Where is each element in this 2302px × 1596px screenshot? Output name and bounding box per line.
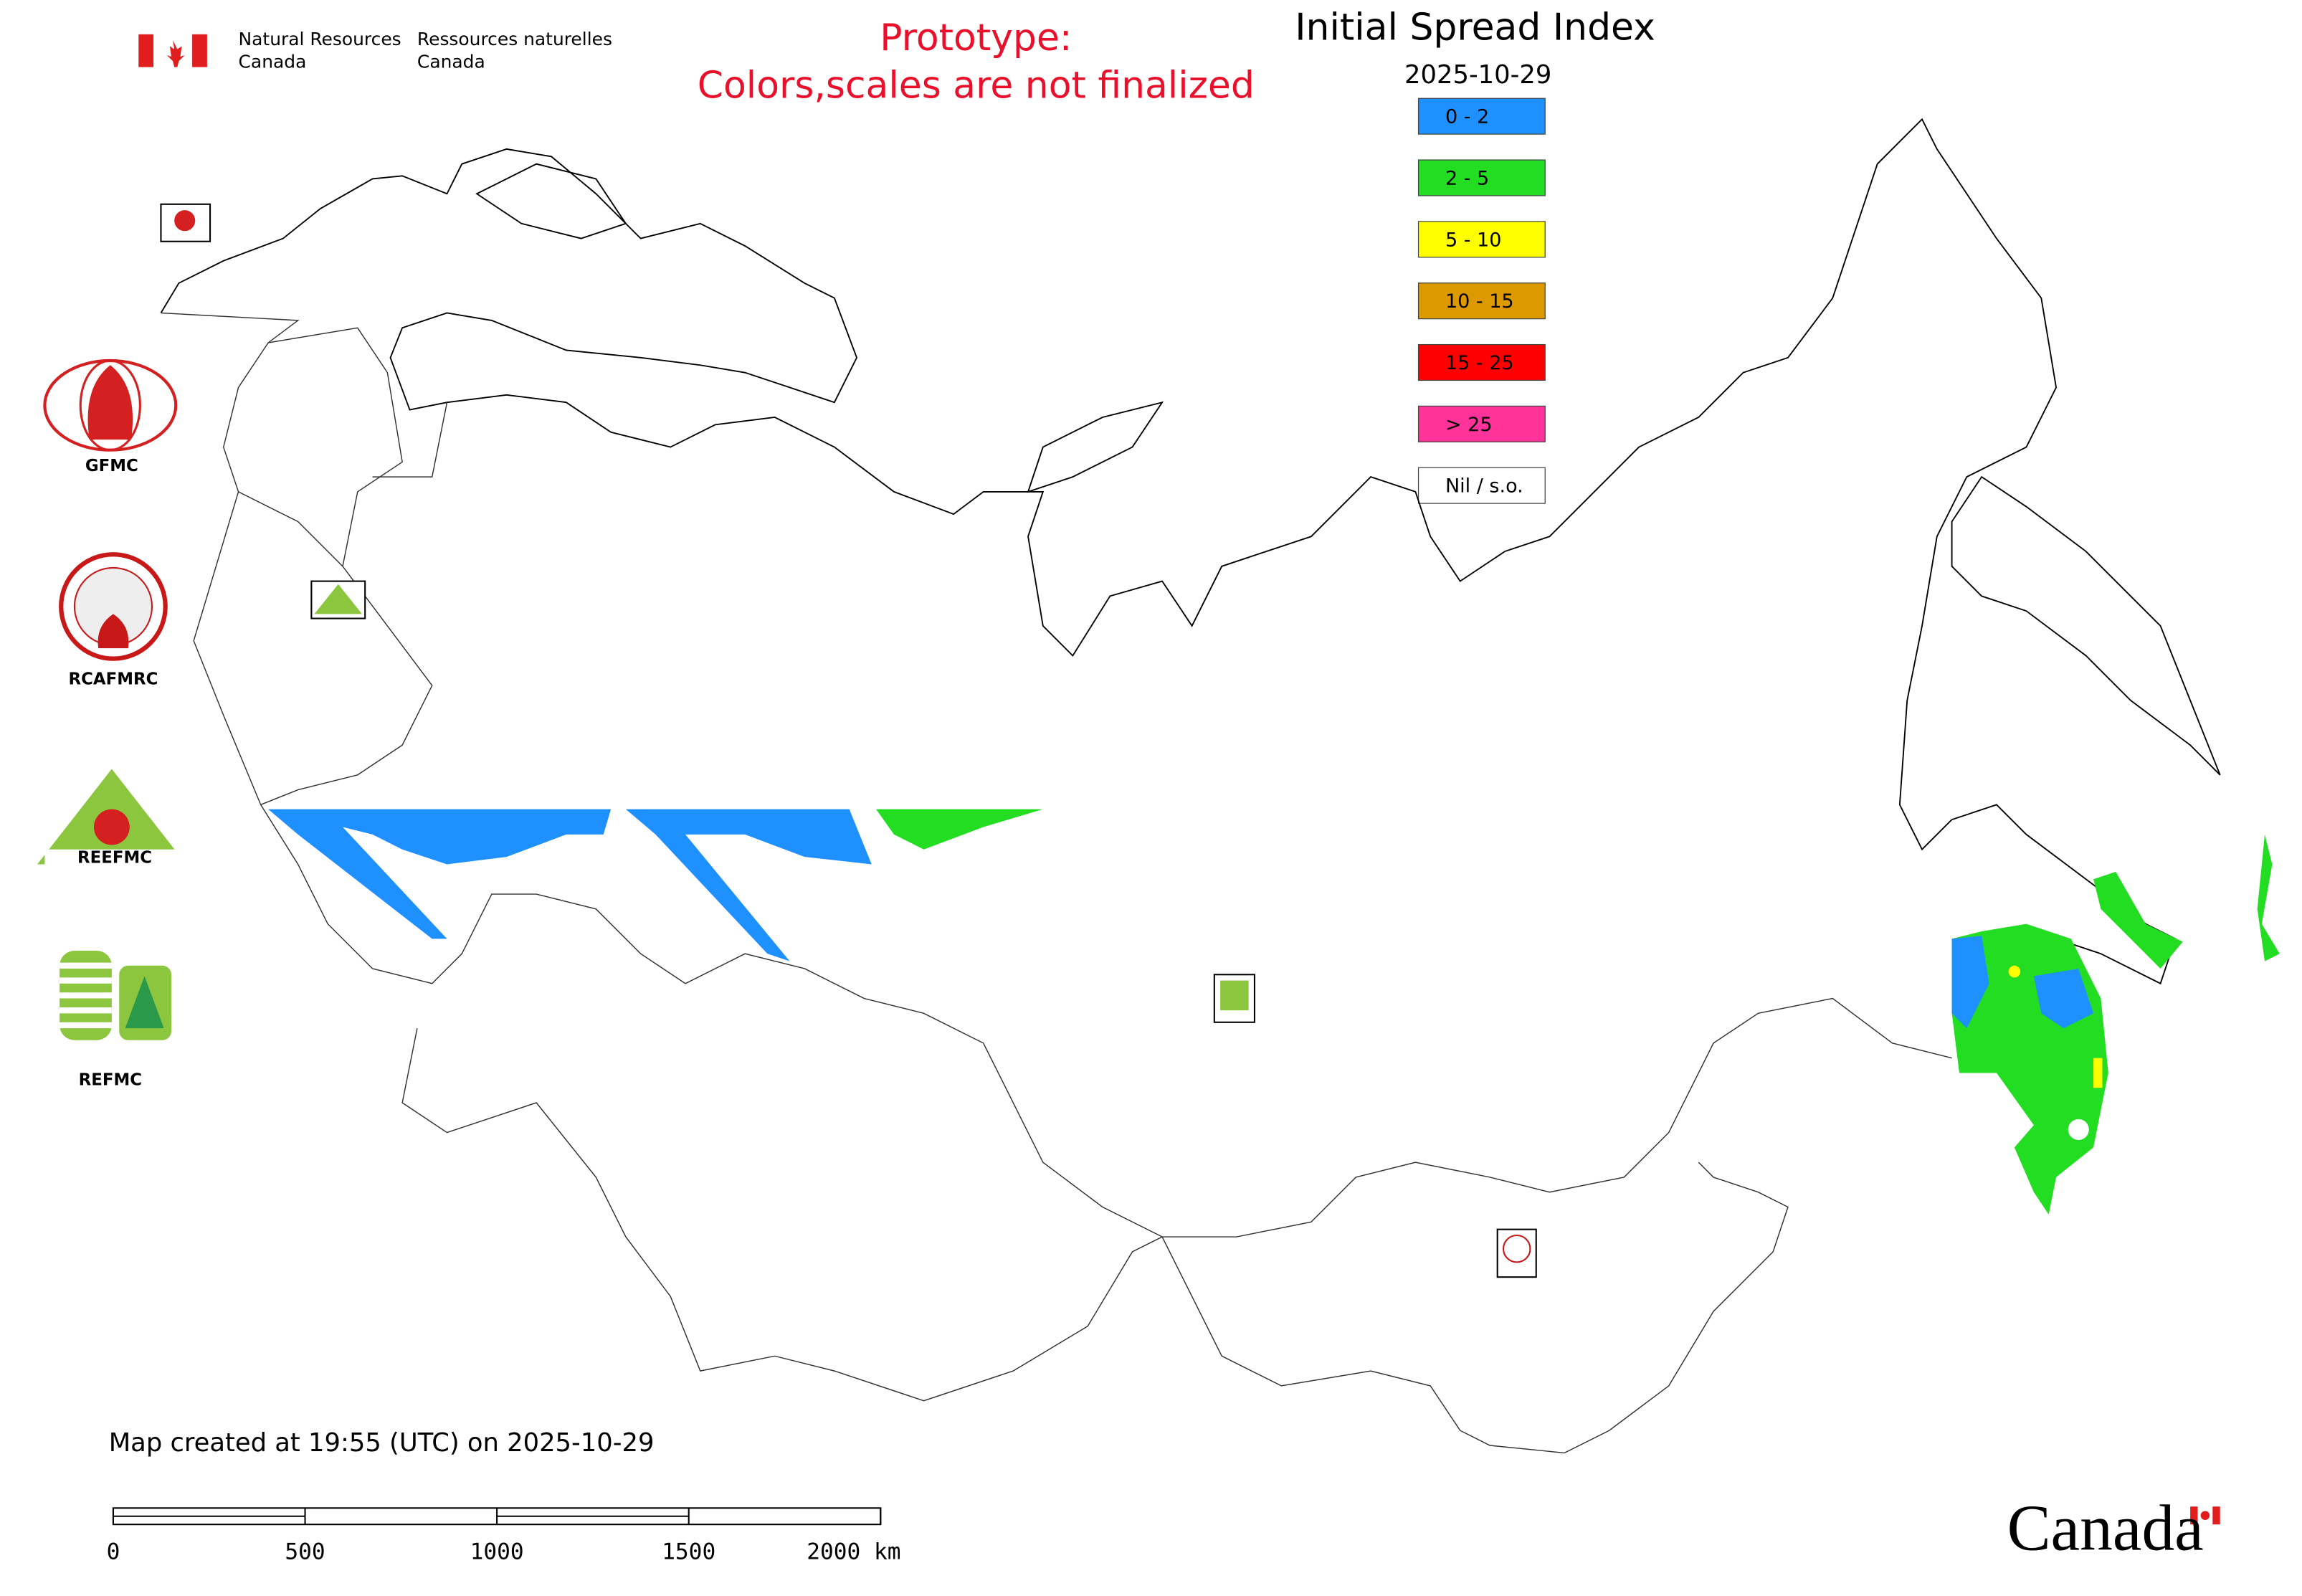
logo-label: REFMC (79, 1070, 142, 1089)
map-outline (160, 118, 2221, 1454)
scale-label: 2000 km (807, 1539, 900, 1565)
logo-label: RCAFMRC (69, 670, 158, 688)
scale-label: 0 (107, 1539, 120, 1565)
map-date: 2025-10-29 (1404, 60, 1551, 90)
legend-label: 0 - 2 (1445, 106, 1489, 128)
flag (138, 34, 207, 67)
legend-label: 5 - 10 (1445, 229, 1501, 251)
legend-swatch (1417, 159, 1546, 196)
prototype-note: Prototype: (880, 16, 1072, 60)
legend-label: 2 - 5 (1445, 168, 1489, 190)
created-note: Map created at 19:55 (UTC) on 2025-10-29 (109, 1428, 655, 1458)
legend-swatch (1417, 282, 1546, 320)
agency-en: Natural Resources (239, 29, 401, 49)
legend-label: Nil / s.o. (1445, 475, 1523, 498)
agency-fr: Canada (417, 51, 485, 72)
logo-text: REEFMC (77, 849, 152, 868)
legend-label: 15 - 25 (1445, 352, 1514, 374)
legend-swatch (1417, 98, 1546, 135)
legend-label: > 25 (1445, 414, 1493, 436)
scale-label: 500 (285, 1539, 325, 1565)
prototype-note: Colors,scales are not finalized (698, 65, 1255, 108)
legend-swatch (1417, 467, 1546, 504)
canada-flag-small (2190, 1506, 2220, 1525)
legend-label: 10 - 15 (1445, 290, 1514, 313)
legend-swatch (1417, 221, 1546, 258)
logo-reefmc: REEFMC (37, 580, 366, 868)
logo-gfmc (43, 203, 211, 452)
scale-label: 1000 (470, 1539, 524, 1565)
map-title: Initial Spread Index (1295, 6, 1655, 49)
scale-label: 1500 (662, 1539, 715, 1565)
agency-fr: Ressources naturelles (417, 29, 612, 49)
legend: 0 - 2 2 - 5 5 - 10 10 - 15 15 - 25 > 25 Nil / … (1417, 98, 1546, 504)
wordmark: Canada (2007, 1492, 2204, 1564)
logo-label: GFMC (85, 457, 138, 475)
agency-en: Canada (239, 51, 307, 72)
isi-coverage (268, 809, 2280, 1215)
legend-swatch (1417, 405, 1546, 442)
logo-refmc (60, 951, 1255, 1040)
scale-bar: 0 500 1000 1500 2000 km (107, 1507, 901, 1565)
legend-swatch (1417, 343, 1546, 381)
logo-rcafmrc (59, 552, 1537, 1278)
